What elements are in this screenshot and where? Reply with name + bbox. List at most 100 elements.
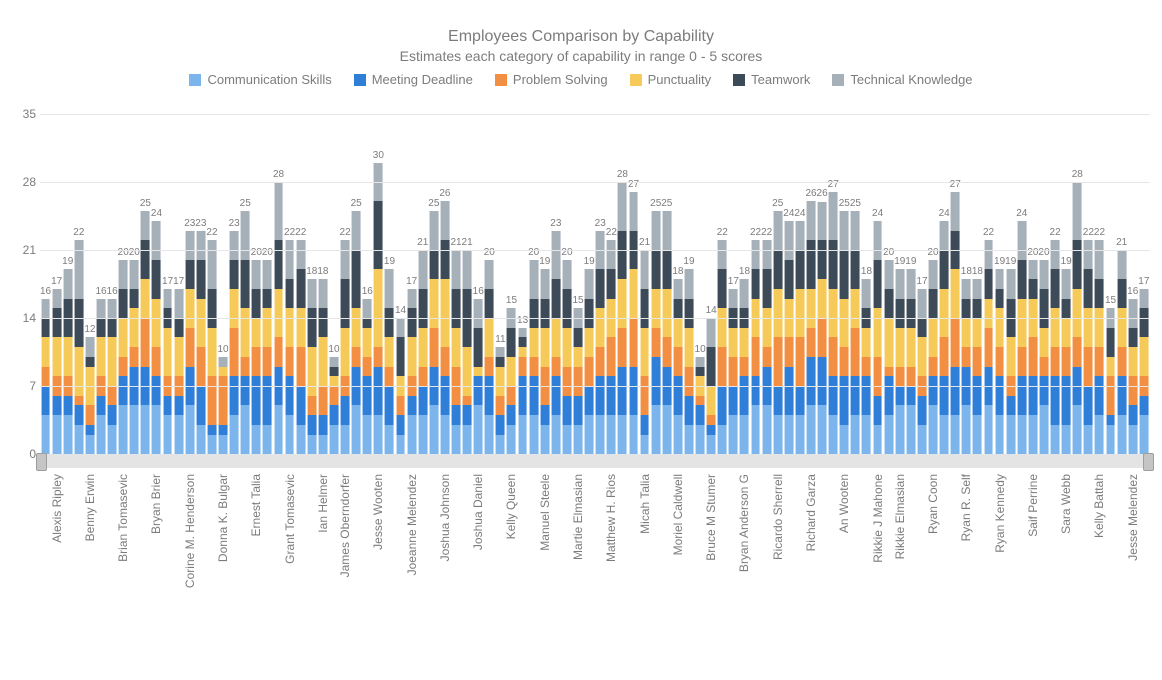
chart-bar[interactable]: 20 [251, 114, 262, 454]
chart-bar[interactable]: 20 [1027, 114, 1038, 454]
chart-bar[interactable]: 19 [62, 114, 73, 454]
chart-bar[interactable]: 23 [184, 114, 195, 454]
chart-bar[interactable]: 19 [894, 114, 905, 454]
chart-bar[interactable]: 26 [817, 114, 828, 454]
chart-bar[interactable]: 25 [240, 114, 251, 454]
chart-bar[interactable]: 27 [628, 114, 639, 454]
chart-bar[interactable]: 17 [916, 114, 927, 454]
chart-bar[interactable]: 25 [650, 114, 661, 454]
chart-bar[interactable]: 25 [140, 114, 151, 454]
chart-bar[interactable]: 18 [317, 114, 328, 454]
chart-bar[interactable]: 16 [40, 114, 51, 454]
chart-bar[interactable]: 17 [173, 114, 184, 454]
chart-bar[interactable]: 17 [51, 114, 62, 454]
chart-bar[interactable]: 11 [495, 114, 506, 454]
chart-bar[interactable]: 20 [484, 114, 495, 454]
chart-bar[interactable]: 19 [584, 114, 595, 454]
chart-bar[interactable]: 25 [661, 114, 672, 454]
chart-bar[interactable]: 24 [1016, 114, 1027, 454]
chart-bar[interactable]: 20 [928, 114, 939, 454]
chart-bar[interactable]: 20 [528, 114, 539, 454]
chart-bar[interactable]: 21 [462, 114, 473, 454]
chart-bar[interactable]: 16 [473, 114, 484, 454]
chart-bar[interactable]: 25 [351, 114, 362, 454]
chart-bar[interactable]: 12 [84, 114, 95, 454]
chart-bar[interactable]: 16 [1127, 114, 1138, 454]
chart-bar[interactable]: 22 [284, 114, 295, 454]
chart-bar[interactable]: 23 [229, 114, 240, 454]
chart-bar[interactable]: 17 [728, 114, 739, 454]
chart-bar[interactable]: 19 [1061, 114, 1072, 454]
chart-bar[interactable]: 20 [129, 114, 140, 454]
chart-bar[interactable]: 19 [994, 114, 1005, 454]
chart-bar[interactable]: 10 [218, 114, 229, 454]
chart-bar[interactable]: 17 [406, 114, 417, 454]
chart-bar[interactable]: 16 [362, 114, 373, 454]
chart-bar[interactable]: 18 [672, 114, 683, 454]
chart-bar[interactable]: 19 [1005, 114, 1016, 454]
legend-item-punct[interactable]: Punctuality [630, 72, 712, 87]
chart-bar[interactable]: 20 [561, 114, 572, 454]
chart-bar[interactable]: 22 [750, 114, 761, 454]
chart-bar[interactable]: 28 [273, 114, 284, 454]
chart-bar[interactable]: 24 [872, 114, 883, 454]
chart-bar[interactable]: 22 [761, 114, 772, 454]
chart-bar[interactable]: 27 [950, 114, 961, 454]
chart-bar[interactable]: 17 [162, 114, 173, 454]
chart-bar[interactable]: 24 [783, 114, 794, 454]
chart-bar[interactable]: 25 [839, 114, 850, 454]
chart-bar[interactable]: 19 [384, 114, 395, 454]
legend-item-prob[interactable]: Problem Solving [495, 72, 608, 87]
chart-bar[interactable]: 25 [428, 114, 439, 454]
chart-bar[interactable]: 23 [595, 114, 606, 454]
chart-bar[interactable]: 16 [95, 114, 106, 454]
chart-bar[interactable]: 22 [717, 114, 728, 454]
chart-bar[interactable]: 20 [262, 114, 273, 454]
legend-item-comm[interactable]: Communication Skills [189, 72, 331, 87]
chart-bar[interactable]: 24 [151, 114, 162, 454]
chart-bar[interactable]: 15 [573, 114, 584, 454]
chart-bar[interactable]: 10 [328, 114, 339, 454]
chart-bar[interactable]: 28 [1072, 114, 1083, 454]
chart-bar[interactable]: 24 [794, 114, 805, 454]
chart-bar[interactable]: 20 [118, 114, 129, 454]
chart-bar[interactable]: 21 [417, 114, 428, 454]
chart-bar[interactable]: 21 [1116, 114, 1127, 454]
chart-bar[interactable]: 18 [961, 114, 972, 454]
chart-bar[interactable]: 24 [939, 114, 950, 454]
chart-bar[interactable]: 20 [883, 114, 894, 454]
chart-bar[interactable]: 22 [73, 114, 84, 454]
legend-item-team[interactable]: Teamwork [733, 72, 810, 87]
chart-bar[interactable]: 10 [695, 114, 706, 454]
chart-bar[interactable]: 19 [905, 114, 916, 454]
chart-bar[interactable]: 14 [706, 114, 717, 454]
chart-bar[interactable]: 22 [295, 114, 306, 454]
chart-bar[interactable]: 30 [373, 114, 384, 454]
chart-bar[interactable]: 18 [861, 114, 872, 454]
chart-bar[interactable]: 28 [617, 114, 628, 454]
chart-bar[interactable]: 18 [972, 114, 983, 454]
chart-bar[interactable]: 22 [340, 114, 351, 454]
chart-bar[interactable]: 26 [805, 114, 816, 454]
chart-range-thumb-left[interactable] [36, 453, 47, 471]
chart-bar[interactable]: 22 [1050, 114, 1061, 454]
chart-bar[interactable]: 20 [1038, 114, 1049, 454]
chart-bar[interactable]: 19 [683, 114, 694, 454]
chart-range-scrollbar[interactable] [40, 454, 1150, 468]
chart-bar[interactable]: 22 [206, 114, 217, 454]
chart-bar[interactable]: 18 [306, 114, 317, 454]
chart-bar[interactable]: 22 [606, 114, 617, 454]
legend-item-dead[interactable]: Meeting Deadline [354, 72, 473, 87]
chart-bar[interactable]: 15 [1105, 114, 1116, 454]
chart-bar[interactable]: 26 [439, 114, 450, 454]
chart-bar[interactable]: 27 [828, 114, 839, 454]
chart-bar[interactable]: 23 [195, 114, 206, 454]
chart-bar[interactable]: 21 [450, 114, 461, 454]
chart-bar[interactable]: 22 [1083, 114, 1094, 454]
chart-bar[interactable]: 14 [395, 114, 406, 454]
chart-bar[interactable]: 16 [107, 114, 118, 454]
chart-bar[interactable]: 25 [850, 114, 861, 454]
legend-item-tech[interactable]: Technical Knowledge [832, 72, 972, 87]
chart-bar[interactable]: 25 [772, 114, 783, 454]
chart-range-thumb-right[interactable] [1143, 453, 1154, 471]
